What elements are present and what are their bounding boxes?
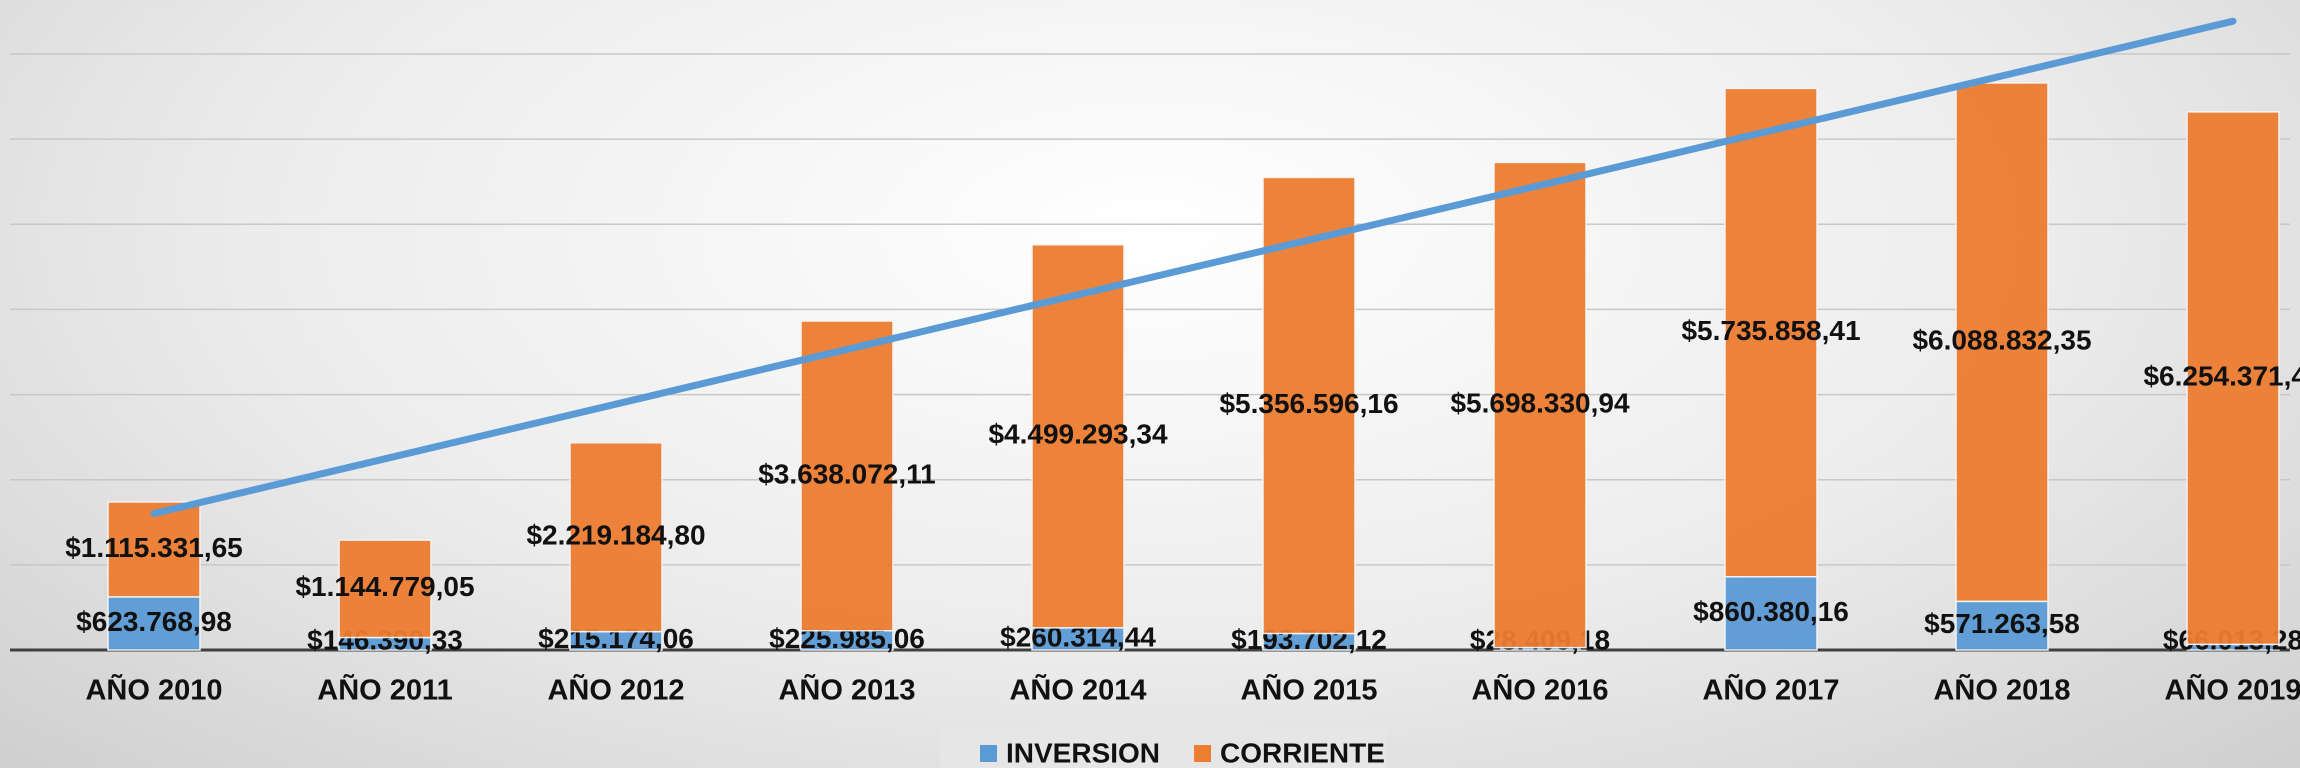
bar-segment [1955,600,2049,651]
x-tick-label: AÑO 2014 [1009,673,1146,707]
bar-segment [107,501,201,598]
bar-segment [800,320,894,632]
legend-swatch [1194,745,1212,762]
x-tick-label: AÑO 2016 [1471,673,1608,707]
data-label: $6.254.371,49 [2143,361,2300,392]
data-label: $5.698.330,94 [1450,387,1629,418]
legend-label: CORRIENTE [1220,737,1385,768]
data-label: $6.088.832,35 [1912,325,2091,356]
bar-segment [1031,244,1125,629]
x-tick-label: AÑO 2018 [1933,673,2070,707]
bar-segment [1724,575,1818,651]
x-tick-label: AÑO 2011 [317,673,452,707]
data-label: $1.115.331,65 [65,532,243,563]
data-label: $3.638.072,11 [758,458,936,489]
data-label: $4.499.293,34 [988,419,1167,450]
x-tick-label: AÑO 2017 [1702,673,1839,707]
bar-segment [1493,161,1587,649]
data-label: $571.263,58 [1924,608,2080,639]
bar-segment [569,441,663,633]
data-label: $5.356.596,16 [1219,388,1398,419]
x-tick-label: AÑO 2019 [2164,673,2300,707]
data-label: $2.219.184,80 [526,520,705,551]
x-tick-label: AÑO 2013 [778,673,915,707]
bar-segment [1955,82,2049,603]
bar-segment [338,539,432,639]
trendline [150,17,2237,517]
legend-box [940,728,1386,768]
bar-segment [107,596,201,651]
legend-swatch [980,745,997,762]
bar-segment [1262,176,1356,635]
data-label: $5.735.858,41 [1681,315,1860,346]
bar-segment [2186,111,2280,646]
x-tick-label: AÑO 2015 [1240,673,1377,707]
legend-label: INVERSION [1006,737,1160,768]
data-label: $860.380,16 [1693,596,1849,627]
data-label: $623.768,98 [76,606,232,637]
x-tick-label: AÑO 2012 [547,673,684,707]
x-tick-label: AÑO 2010 [85,673,222,707]
data-label: $1.144.779,05 [295,571,474,602]
bar-segment [1724,87,1818,578]
